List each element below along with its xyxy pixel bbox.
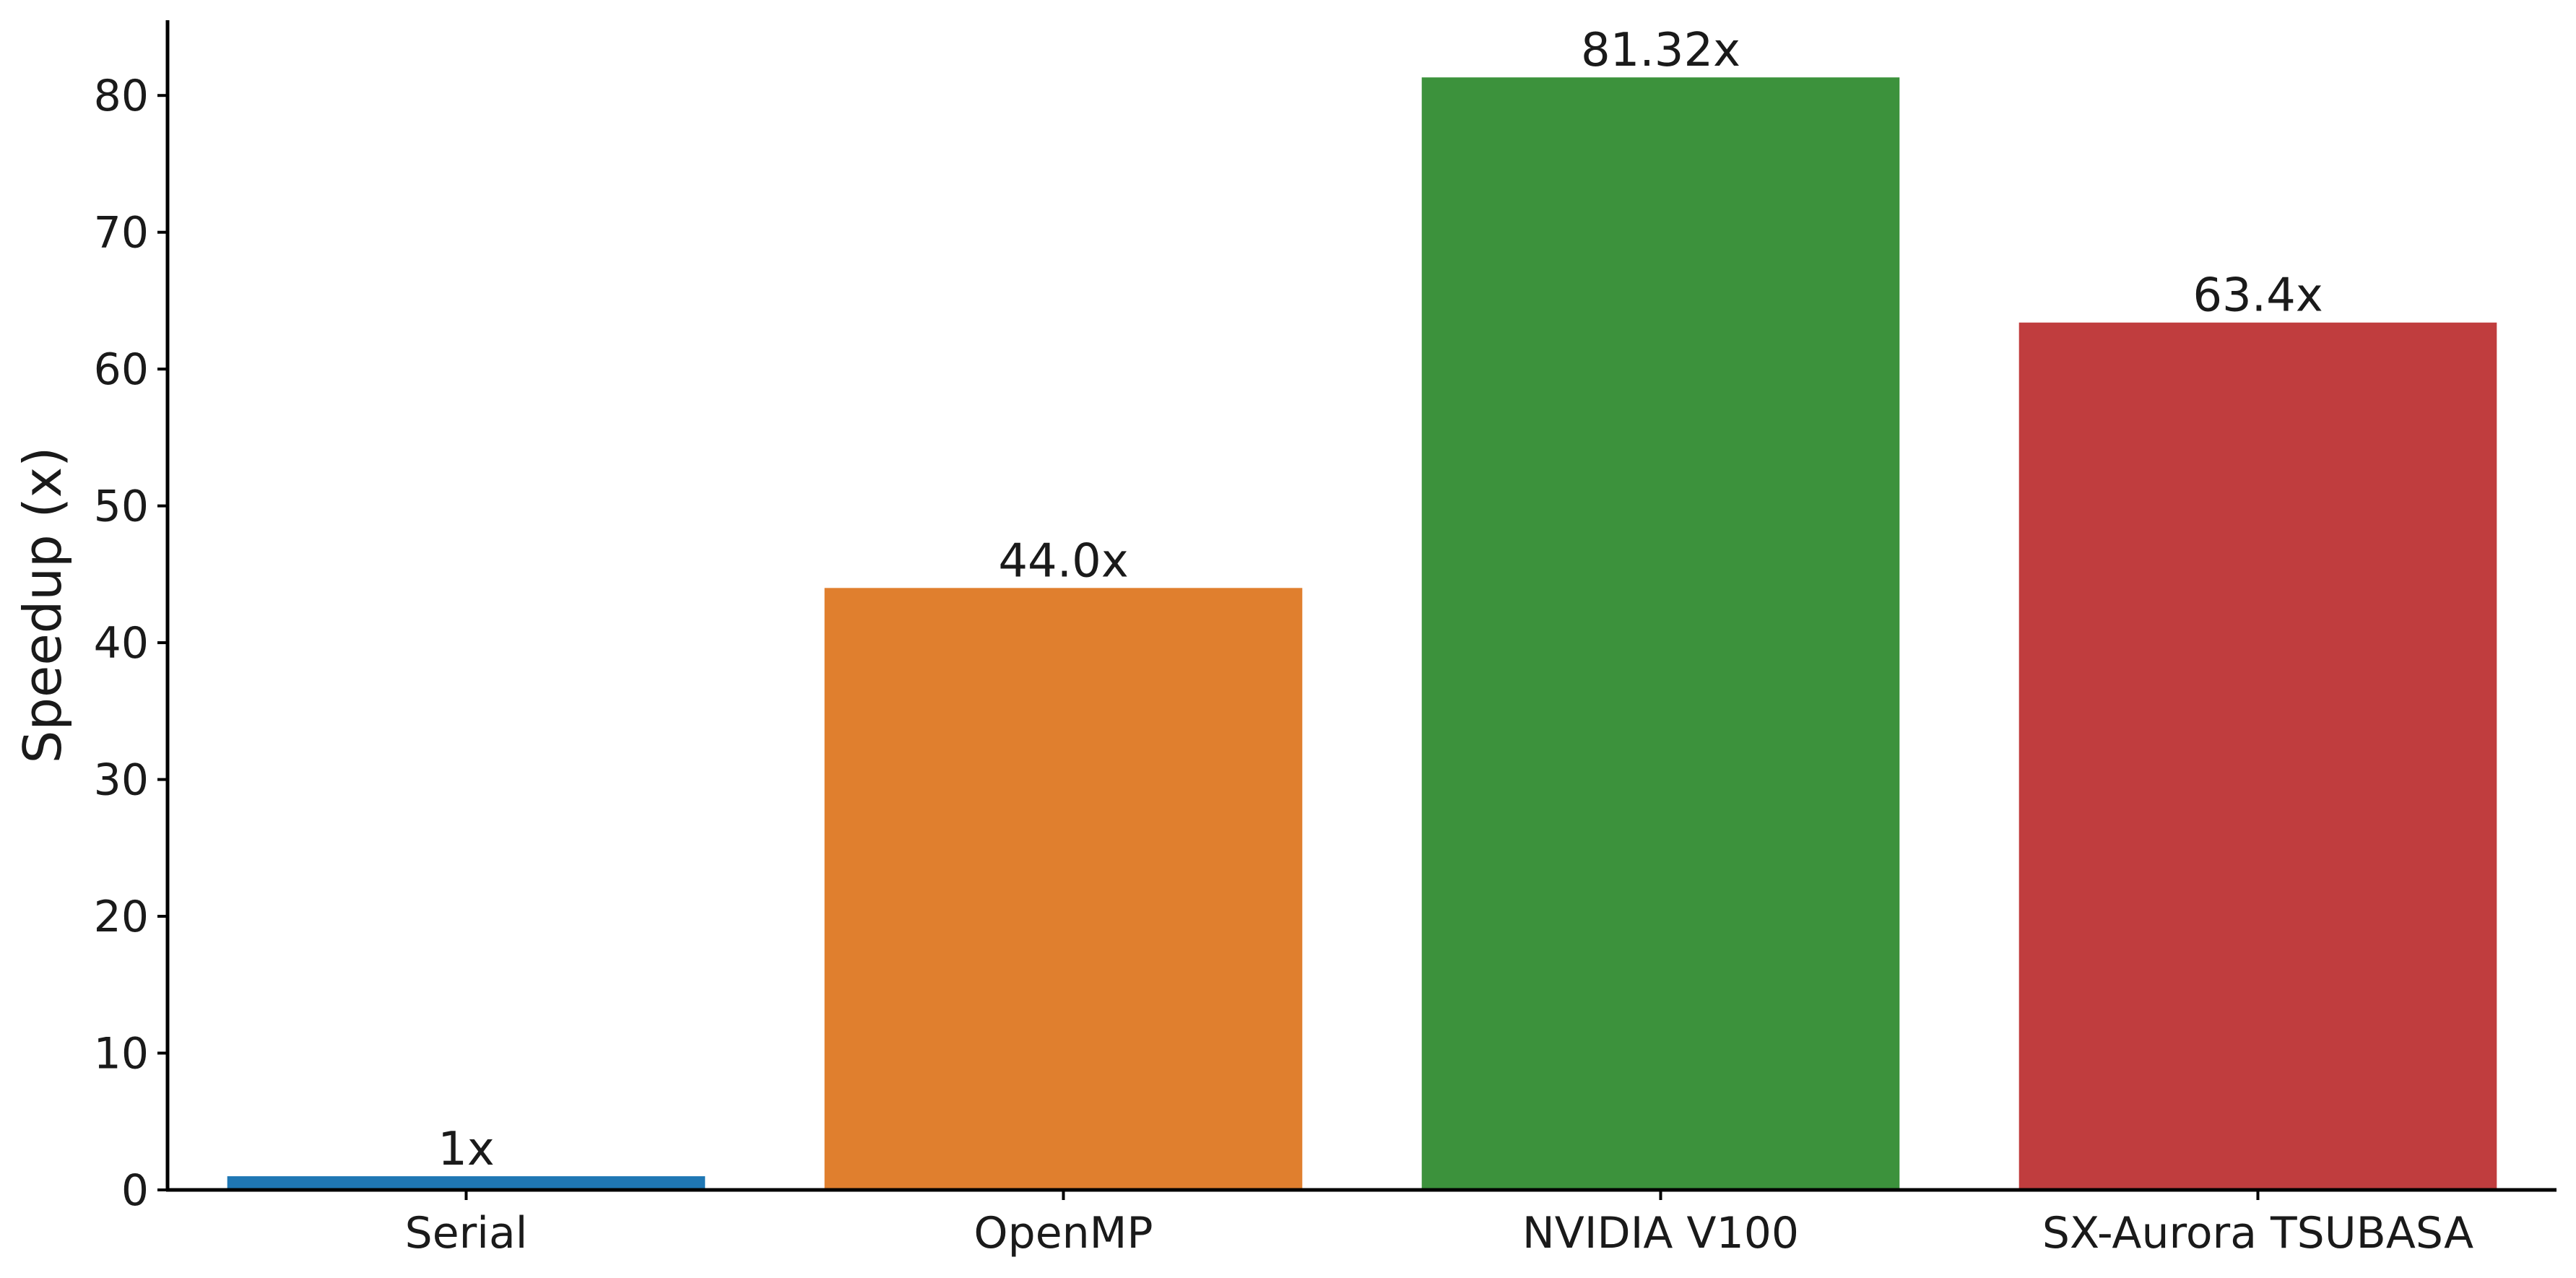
bars-group [227, 77, 2497, 1191]
y-tick-label: 10 [94, 1029, 149, 1079]
bar-openmp [824, 588, 1303, 1190]
y-tick-label: 70 [94, 208, 149, 258]
x-tick-label: OpenMP [973, 1208, 1153, 1259]
bar-nvidia-v100 [1421, 77, 1900, 1191]
x-tick-label: NVIDIA V100 [1522, 1208, 1799, 1259]
y-tick-label: 40 [94, 618, 149, 669]
bar-value-label: 1x [438, 1123, 495, 1176]
bar-value-label: 44.0x [998, 534, 1128, 588]
y-tick-label: 60 [94, 344, 149, 395]
bar-serial [227, 1176, 706, 1190]
x-axis-ticks: Serial OpenMP NVIDIA V100 SX-Aurora TSUBASA [405, 1190, 2473, 1259]
y-tick-label: 30 [94, 755, 149, 806]
bar-value-label: 81.32x [1581, 24, 1740, 77]
y-tick-label: 50 [94, 482, 149, 532]
y-axis-ticks: 0 10 20 30 40 50 60 70 80 [94, 71, 168, 1216]
bar-labels-group: 1x 44.0x 81.32x 63.4x [438, 24, 2323, 1176]
y-tick-label: 20 [94, 892, 149, 942]
y-axis-title: Speedup (x) [12, 447, 73, 764]
x-tick-label: Serial [405, 1208, 528, 1259]
bar-value-label: 63.4x [2193, 269, 2323, 323]
x-tick-label: SX-Aurora TSUBASA [2042, 1208, 2473, 1259]
bar-sx-aurora-tsubasa [2018, 322, 2497, 1191]
y-tick-label: 80 [94, 71, 149, 121]
y-tick-label: 0 [121, 1165, 149, 1216]
